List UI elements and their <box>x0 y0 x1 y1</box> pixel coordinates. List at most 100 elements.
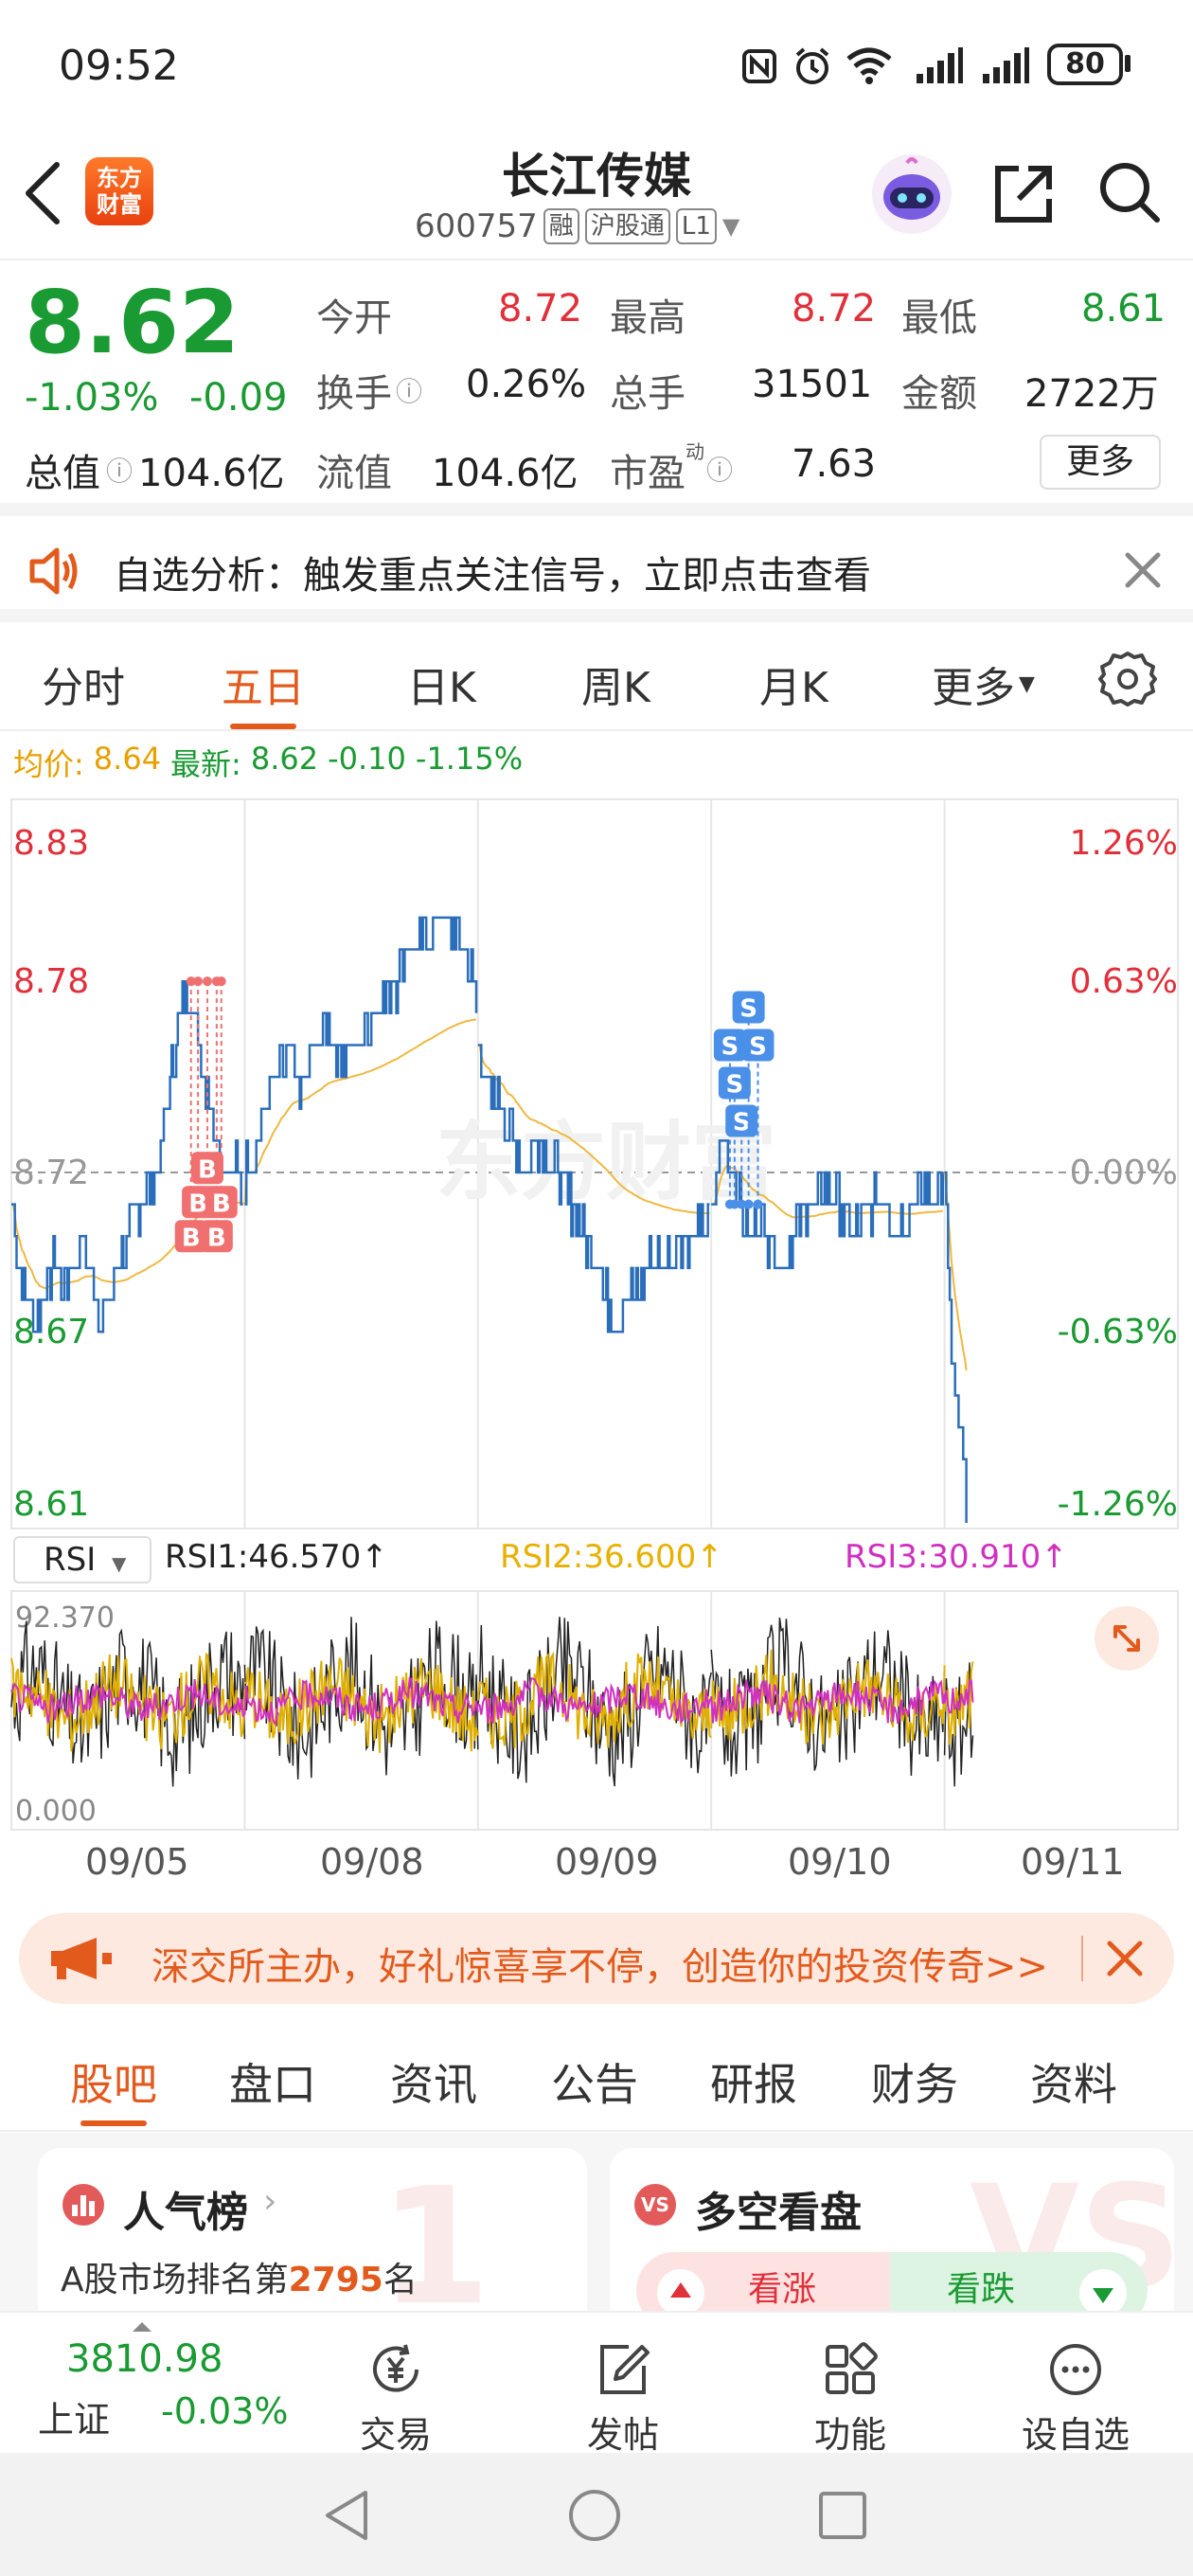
status-bar: 09:52 80 <box>0 0 1193 133</box>
nav-watchlist[interactable]: 设自选 <box>1009 2341 1142 2458</box>
avg-price-line <box>943 1172 968 1371</box>
y-tick-left: 8.72 <box>13 1154 89 1192</box>
index-value[interactable]: 3810.98 <box>66 2337 223 2381</box>
chart-info-line: 均价: 8.64 最新: 8.62 -0.10 -1.15% <box>13 741 523 784</box>
nav-trade[interactable]: 交易 <box>329 2341 462 2458</box>
active-tab-underline <box>80 2120 147 2126</box>
popularity-watermark: 1 <box>379 2154 491 2313</box>
trade-marker-label: S <box>739 994 757 1023</box>
bear-button[interactable]: 看跌 <box>890 2252 1148 2313</box>
info-icon[interactable]: ⓘ <box>706 455 734 486</box>
nav-post[interactable]: 发帖 <box>557 2341 689 2458</box>
trade-marker-badge <box>725 1104 758 1137</box>
promo-text: 深交所主办，好礼惊喜享不停，创造你的投资传奇>> <box>151 1945 1049 1989</box>
info-icon[interactable]: ⓘ <box>396 376 423 407</box>
stock-code: 600757 <box>415 207 538 245</box>
caret-down-icon: ▼ <box>112 1552 127 1575</box>
price-line <box>477 1044 710 1333</box>
more-button[interactable]: 更多 <box>1040 435 1161 490</box>
chevron-down-icon[interactable]: ▼ <box>721 213 740 240</box>
sentiment-card[interactable]: VS VS 多空看盘 看涨 看跌 <box>610 2148 1174 2313</box>
expand-icon[interactable] <box>1095 1606 1159 1671</box>
info-icon[interactable]: ⓘ <box>106 456 134 487</box>
tab-five-day[interactable]: 五日 <box>222 653 305 729</box>
recents-square-icon[interactable] <box>816 2489 869 2542</box>
y-tick-right: -0.63% <box>1058 1313 1178 1351</box>
share-icon[interactable] <box>990 161 1057 227</box>
trade-marker-badge <box>174 1220 207 1253</box>
tab-news[interactable]: 资讯 <box>390 2059 477 2110</box>
signal-banner[interactable]: 自选分析：触发重点关注信号，立即点击查看 <box>0 516 1193 622</box>
bear-label: 看跌 <box>947 2270 1016 2309</box>
divider <box>1081 1936 1083 1981</box>
y-tick-left: 8.67 <box>13 1313 89 1351</box>
amount-label: 金额 <box>901 372 977 416</box>
trade-marker-badge <box>741 1029 775 1062</box>
promo-banner[interactable]: 深交所主办，好礼惊喜享不停，创造你的投资传奇>> <box>19 1913 1174 2004</box>
trade-marker-dot <box>753 1199 763 1209</box>
indicator-select-value: RSI <box>44 1541 97 1579</box>
y-tick-left: 8.61 <box>13 1485 89 1524</box>
rsi-line-rsi3 <box>10 1676 974 1725</box>
tab-intraday[interactable]: 分时 <box>42 664 125 712</box>
volume-label: 总手 <box>610 372 686 416</box>
tab-weekly-k[interactable]: 周K <box>581 664 650 712</box>
tab-orderbook[interactable]: 盘口 <box>229 2059 316 2110</box>
x-axis: 09/05 09/08 09/09 09/10 09/11 <box>0 1841 1193 1894</box>
popularity-title: 人气榜 <box>123 2189 248 2237</box>
tab-forum[interactable]: 股吧 <box>70 2050 157 2126</box>
tab-daily-k[interactable]: 日K <box>407 664 476 712</box>
battery-level: 80 <box>1065 47 1105 80</box>
index-change[interactable]: -0.03% <box>161 2390 289 2432</box>
trade-marker-badge <box>732 991 765 1024</box>
tab-announcements[interactable]: 公告 <box>551 2059 638 2110</box>
back-triangle-icon[interactable] <box>320 2487 373 2544</box>
tag-level: L1 <box>675 208 717 244</box>
home-circle-icon[interactable] <box>566 2487 623 2544</box>
trade-marker-dot <box>186 976 196 987</box>
trade-marker-dot <box>216 976 226 987</box>
trade-marker-label: B <box>182 1224 201 1252</box>
tab-more[interactable]: 更多 ▼ <box>932 653 1035 714</box>
close-icon[interactable] <box>1104 1938 1146 1979</box>
trade-marker-label: S <box>733 1108 751 1136</box>
avg-label: 均价: <box>13 746 84 782</box>
pe-label-row: 市盈 动 ⓘ <box>610 440 734 497</box>
avg-price-line <box>243 1018 477 1205</box>
indicator-select[interactable]: RSI ▼ <box>13 1536 151 1583</box>
popularity-card[interactable]: 1 人气榜 › A股市场排名第2795名 <box>38 2148 587 2313</box>
trade-marker-dot <box>743 1199 754 1209</box>
signal-icon-1 <box>915 45 964 85</box>
bull-button[interactable]: 看涨 <box>636 2252 892 2313</box>
tab-finance[interactable]: 财务 <box>871 2059 958 2110</box>
tag-hk-connect: 沪股通 <box>584 208 670 244</box>
turnover-label-row: 换手 ⓘ <box>316 363 422 418</box>
trade-marker-badge <box>718 1066 751 1100</box>
chart-period-tabs: 分时 五日 日K 周K 月K 更多 ▼ <box>0 625 1193 731</box>
search-icon[interactable] <box>1096 159 1163 225</box>
total-value-row: 总值 ⓘ 104.6亿 <box>25 442 285 497</box>
open-label: 今开 <box>316 296 392 340</box>
trade-marker-label: S <box>721 1032 739 1061</box>
up-arrow-icon <box>657 2269 704 2313</box>
rsi3-readout: RSI3:30.910↑ <box>845 1538 1068 1576</box>
popularity-rank: A股市场排名第2795名 <box>61 2252 418 2301</box>
five-day-price-chart[interactable]: 东方财富 8.83 8.78 8.72 8.67 8.61 1.26% 0.63% 0.00% -… <box>0 794 1193 1532</box>
total-value-label: 总值 <box>25 452 100 495</box>
price-line <box>11 979 243 1333</box>
gear-icon[interactable] <box>1098 650 1157 708</box>
summary-cards: 1 人气榜 › A股市场排名第2795名 VS VS 多空看盘 看涨 看跌 <box>0 2133 1193 2313</box>
close-icon[interactable] <box>1123 550 1163 590</box>
rsi-chart[interactable]: 92.370 0.000 <box>0 1587 1193 1835</box>
stock-name: 长江传媒 <box>502 149 691 204</box>
system-navigation <box>0 2453 1193 2576</box>
back-arrow-icon[interactable] <box>19 159 68 227</box>
y-tick-right: 0.00% <box>1070 1154 1178 1192</box>
index-name[interactable]: 上证 <box>38 2399 111 2441</box>
tab-profile[interactable]: 资料 <box>1030 2059 1117 2110</box>
robot-assistant-icon[interactable] <box>869 152 954 237</box>
nav-functions[interactable]: 功能 <box>784 2341 917 2458</box>
tab-monthly-k[interactable]: 月K <box>759 664 828 712</box>
tab-research[interactable]: 研报 <box>710 2059 797 2110</box>
signal-banner-text: 自选分析：触发重点关注信号，立即点击查看 <box>114 554 871 598</box>
